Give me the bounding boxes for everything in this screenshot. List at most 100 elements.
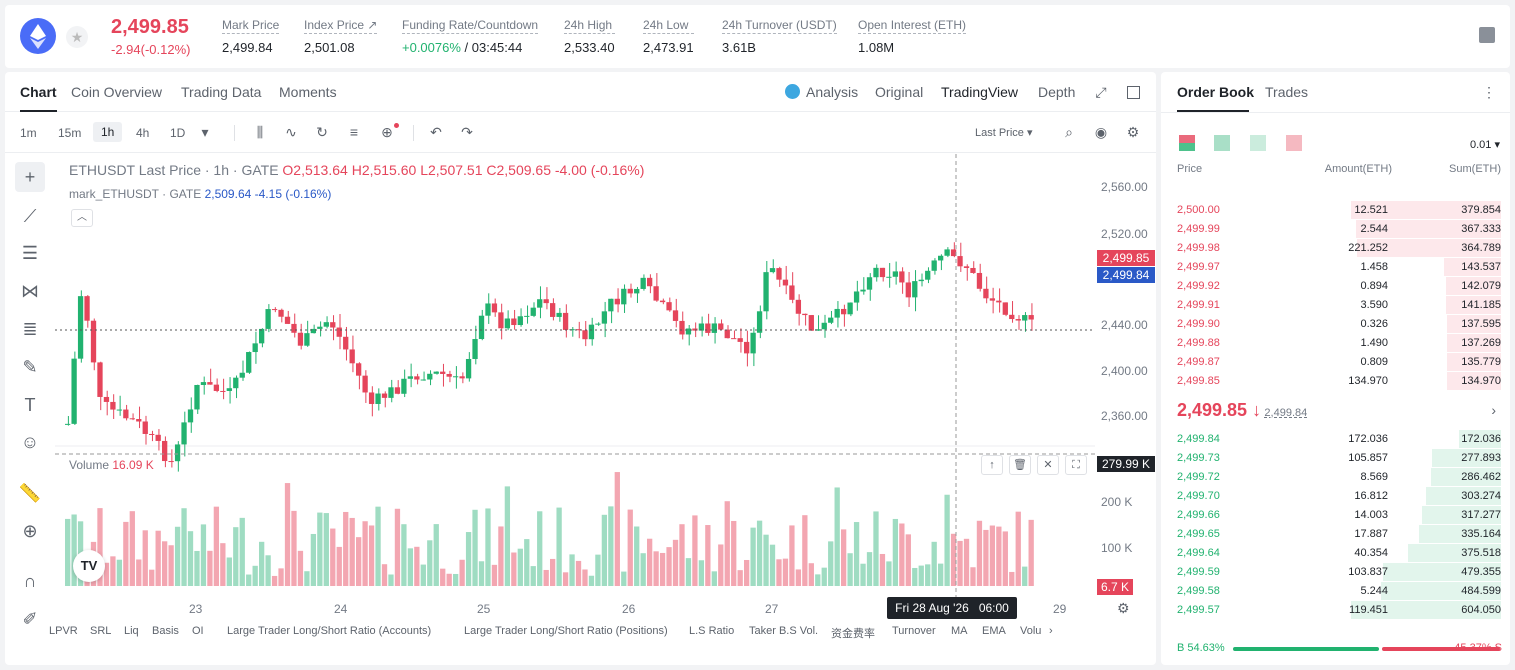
- ask-row[interactable]: 2,500.00 12.521 379.854: [1161, 200, 1510, 219]
- favorite-star-icon[interactable]: ★: [66, 26, 88, 48]
- timeframe-4h[interactable]: 4h: [136, 126, 150, 140]
- view-sell-icon[interactable]: [1250, 135, 1266, 151]
- candlestick-chart[interactable]: [55, 154, 1095, 614]
- bid-row[interactable]: 2,499.59 103.837 479.355: [1161, 562, 1510, 581]
- bid-row[interactable]: 2,499.66 14.003 317.277: [1161, 505, 1510, 524]
- search-icon[interactable]: ⌕: [1065, 124, 1073, 140]
- collapse-legend-icon[interactable]: ︿: [71, 209, 93, 227]
- indicator-item[interactable]: OI: [192, 625, 204, 637]
- crosshair-icon[interactable]: +: [15, 162, 45, 192]
- timeframe-dropdown-icon[interactable]: ▾: [201, 124, 209, 140]
- timeframe-15m[interactable]: 15m: [58, 126, 82, 140]
- trend-line-icon[interactable]: ⟋: [23, 206, 37, 226]
- tab-order-book[interactable]: Order Book: [1177, 84, 1255, 100]
- ask-row[interactable]: 2,499.91 3.590 141.185: [1161, 295, 1510, 314]
- move-up-icon[interactable]: ↑: [981, 455, 1003, 475]
- chevron-right-icon[interactable]: ›: [1491, 402, 1496, 418]
- view-ask-icon[interactable]: [1286, 135, 1302, 151]
- ask-row[interactable]: 2,499.87 0.809 135.779: [1161, 352, 1510, 371]
- zoom-in-icon[interactable]: ⊕: [22, 521, 38, 541]
- ruler-icon[interactable]: 📏: [18, 483, 42, 503]
- ask-row[interactable]: 2,499.98 221.252 364.789: [1161, 238, 1510, 257]
- tab-original[interactable]: Original: [875, 84, 924, 100]
- more-icon[interactable]: ⋮: [1482, 84, 1496, 100]
- indicator-item[interactable]: L.S Ratio: [689, 625, 735, 637]
- indicator-item[interactable]: Large Trader Long/Short Ratio (Positions…: [464, 625, 668, 637]
- candle-body: [239, 372, 245, 378]
- ask-row[interactable]: 2,499.97 1.458 143.537: [1161, 257, 1510, 276]
- indicator-item[interactable]: Large Trader Long/Short Ratio (Accounts): [227, 625, 432, 637]
- order-price: 2,499.64: [1177, 547, 1220, 559]
- fullscreen-icon[interactable]: [1127, 86, 1140, 99]
- candle-type-icon[interactable]: ⫼: [256, 124, 264, 140]
- price-type-select[interactable]: Last Price ▾: [975, 127, 1033, 139]
- stat-index-price[interactable]: Index Price ↗ 2,501.08: [304, 18, 378, 55]
- indicator-item[interactable]: Turnover: [892, 625, 936, 637]
- redo-icon[interactable]: ↷: [461, 124, 473, 140]
- tab-chart[interactable]: Chart: [20, 84, 57, 112]
- expand-icon[interactable]: ⤢: [1095, 84, 1107, 100]
- ask-row[interactable]: 2,499.99 2.544 367.333: [1161, 219, 1510, 238]
- bid-row[interactable]: 2,499.84 172.036 172.036: [1161, 429, 1510, 448]
- tab-analysis[interactable]: Analysis: [806, 84, 859, 100]
- indicator-item[interactable]: 资金费率: [831, 628, 875, 640]
- bid-row[interactable]: 2,499.70 16.812 303.274: [1161, 486, 1510, 505]
- emoji-icon[interactable]: ☺: [20, 432, 40, 452]
- bid-row[interactable]: 2,499.73 105.857 277.893: [1161, 448, 1510, 467]
- precision-select[interactable]: 0.01 ▾: [1470, 139, 1500, 151]
- chevron-right-icon[interactable]: ›: [1049, 625, 1053, 637]
- collapse-icon[interactable]: ✕: [1037, 455, 1059, 475]
- order-sum: 286.462: [1461, 471, 1501, 483]
- tab-moments[interactable]: Moments: [279, 84, 337, 100]
- text-tool-icon[interactable]: T: [24, 395, 36, 415]
- timeframe-1h[interactable]: 1h: [93, 122, 123, 142]
- view-both-icon[interactable]: [1179, 135, 1195, 151]
- indicator-item[interactable]: Taker B.S Vol.: [749, 625, 819, 637]
- ask-row[interactable]: 2,499.90 0.326 137.595: [1161, 314, 1510, 333]
- pencil-icon[interactable]: ✐: [22, 609, 38, 629]
- book-icon[interactable]: [1479, 27, 1495, 43]
- camera-icon[interactable]: ◉: [1094, 124, 1108, 140]
- bid-row[interactable]: 2,499.57 119.451 604.050: [1161, 600, 1510, 619]
- indicator-item[interactable]: Volu: [1020, 625, 1042, 637]
- timeframe-1m[interactable]: 1m: [20, 126, 37, 140]
- templates-icon[interactable]: ≡: [349, 124, 359, 140]
- indicator-item[interactable]: MA: [951, 625, 968, 637]
- fib-icon[interactable]: ≣: [22, 319, 38, 339]
- magnet-icon[interactable]: ∩: [23, 571, 37, 591]
- brush-icon[interactable]: ✎: [22, 357, 38, 377]
- refresh-icon[interactable]: ↻: [316, 124, 328, 140]
- volume-bar: [226, 557, 232, 586]
- ask-row[interactable]: 2,499.92 0.894 142.079: [1161, 276, 1510, 295]
- indicator-item[interactable]: LPVR: [49, 625, 78, 637]
- tab-tradingview[interactable]: TradingView: [941, 84, 1019, 100]
- maximize-icon[interactable]: ⛶: [1065, 455, 1087, 475]
- volume-bar: [220, 543, 226, 586]
- tab-coin-overview[interactable]: Coin Overview: [71, 84, 163, 100]
- add-indicator-icon[interactable]: ⊕: [381, 124, 393, 140]
- indicator-item[interactable]: EMA: [982, 625, 1006, 637]
- ask-row[interactable]: 2,499.85 134.970 134.970: [1161, 371, 1510, 390]
- indicator-item[interactable]: Liq: [124, 625, 139, 637]
- indicator-item[interactable]: Basis: [152, 625, 179, 637]
- bid-row[interactable]: 2,499.58 5.244 484.599: [1161, 581, 1510, 600]
- chart-settings-icon[interactable]: ⚙: [1117, 600, 1130, 616]
- delete-icon[interactable]: 🗑: [1009, 455, 1031, 475]
- indicator-item[interactable]: SRL: [90, 625, 112, 637]
- bid-row[interactable]: 2,499.72 8.569 286.462: [1161, 467, 1510, 486]
- candle-body: [246, 352, 252, 373]
- undo-icon[interactable]: ↶: [430, 124, 442, 140]
- bid-row[interactable]: 2,499.65 17.887 335.164: [1161, 524, 1510, 543]
- tab-depth[interactable]: Depth: [1038, 84, 1076, 100]
- tab-trading-data[interactable]: Trading Data: [181, 84, 262, 100]
- pattern-icon[interactable]: ⋈: [21, 281, 39, 301]
- indicators-icon[interactable]: ∿: [285, 124, 297, 140]
- bid-row[interactable]: 2,499.64 40.354 375.518: [1161, 543, 1510, 562]
- timeframe-1d[interactable]: 1D: [170, 126, 186, 140]
- tab-trades[interactable]: Trades: [1265, 84, 1309, 100]
- horizontal-lines-icon[interactable]: ☰: [21, 243, 39, 263]
- ask-row[interactable]: 2,499.88 1.490 137.269: [1161, 333, 1510, 352]
- settings-gear-icon[interactable]: ⚙: [1126, 124, 1140, 140]
- view-buy-icon[interactable]: [1214, 135, 1230, 151]
- candle-body: [989, 298, 996, 301]
